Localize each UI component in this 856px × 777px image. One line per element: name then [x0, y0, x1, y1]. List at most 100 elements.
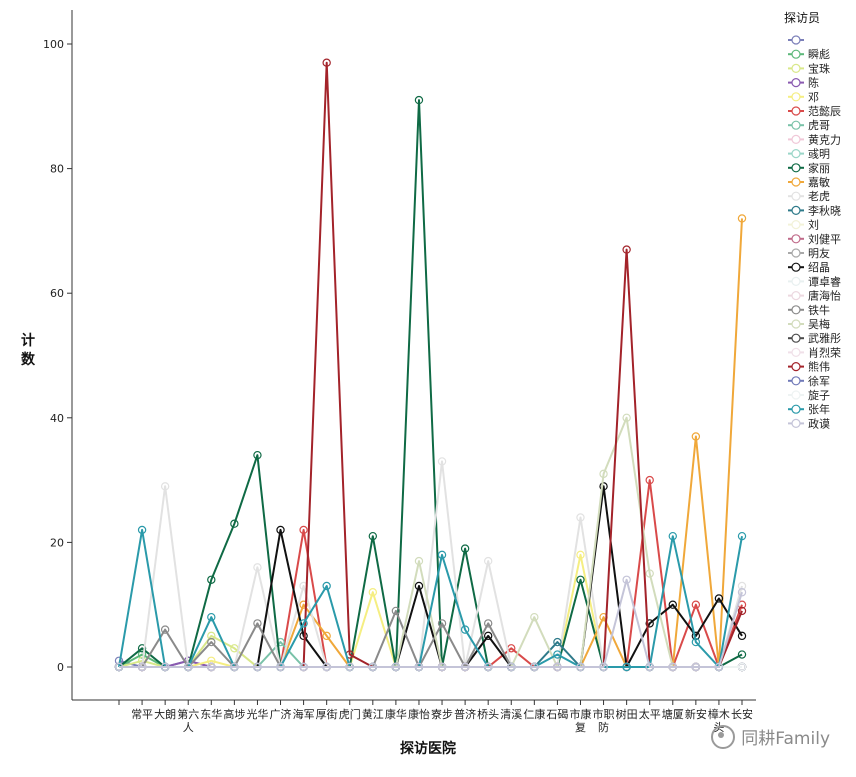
data-point [230, 519, 239, 528]
data-point [599, 469, 608, 479]
data-point [207, 662, 216, 672]
data-point [737, 531, 747, 541]
x-tick-label: 厚街 [316, 707, 338, 721]
data-point [737, 606, 747, 616]
y-tick-label: 100 [43, 38, 64, 51]
legend-label: 嘉敏 [808, 175, 830, 189]
data-point [253, 450, 262, 460]
series-line [118, 528, 743, 668]
legend-label: 老虎 [808, 190, 830, 203]
legend-item: 瞬彪 [788, 48, 830, 61]
x-tick-label: 光华 [246, 707, 268, 721]
x-tick-label: 太平 [639, 708, 661, 721]
data-point [576, 662, 585, 672]
x-tick-label: 塘厦 [662, 707, 684, 721]
x-tick-label: 东华 [200, 707, 222, 721]
data-point [737, 588, 747, 597]
data-point [645, 619, 654, 628]
x-tick-label: 康怡 [408, 707, 430, 721]
data-point [576, 575, 585, 584]
data-point [414, 581, 424, 591]
data-point [530, 612, 539, 622]
legend-swatch-marker [791, 35, 801, 45]
series-line [119, 218, 743, 668]
x-tick-label: 长安 [731, 707, 753, 721]
legend-item: 宝珠 [788, 61, 830, 75]
x-tick-label: 黄江 [362, 707, 384, 721]
data-point [599, 662, 608, 672]
data-point [645, 662, 654, 672]
data-point [737, 214, 747, 223]
x-tick-label: 常平 [131, 708, 153, 721]
data-point [483, 631, 493, 641]
data-point [553, 637, 562, 647]
legend-item: 张年 [788, 402, 830, 416]
data-point [737, 662, 747, 672]
legend-label: 铁牛 [808, 303, 830, 317]
data-point [322, 58, 331, 67]
y-axis-title: 计 [21, 332, 35, 349]
legend-label: 黄克力 [808, 132, 841, 146]
legend-label: 肖烈荣 [808, 345, 841, 359]
data-point [437, 550, 447, 560]
y-tick-label: 20 [50, 536, 64, 549]
legend-item: 彧明 [788, 148, 830, 161]
data-point [737, 631, 747, 641]
legend-item: 刘健平 [788, 233, 841, 246]
y-tick-label: 60 [50, 287, 64, 300]
watermark-text: 同耕Family [741, 729, 830, 749]
data-point [207, 575, 216, 584]
data-point [137, 644, 147, 653]
legend-item: 绍晶 [788, 260, 830, 274]
legend-item: 唐海怡 [788, 289, 841, 303]
data-point [160, 482, 170, 491]
legend-swatch-marker [791, 63, 801, 74]
data-point [691, 637, 701, 647]
legend-swatch-marker [791, 149, 801, 159]
legend-swatch-marker [791, 390, 801, 400]
x-tick-label: 石碣 [546, 708, 568, 721]
legend-label: 吴梅 [808, 317, 830, 331]
legend-swatch-marker [791, 77, 801, 88]
data-point [576, 513, 585, 522]
y-tick-label: 40 [50, 412, 64, 425]
data-point [714, 662, 724, 672]
legend-item: 武雅彤 [788, 331, 841, 345]
data-point [483, 662, 493, 672]
legend-item: 邓 [788, 91, 819, 104]
legend-swatch-marker [791, 49, 801, 59]
legend-label: 谭卓睿 [808, 274, 841, 288]
legend-item [788, 35, 804, 45]
data-point [253, 619, 262, 628]
legend-label: 宝珠 [808, 61, 830, 75]
data-point [322, 631, 331, 641]
legend-item: 徐军 [788, 374, 830, 388]
legend-swatch-marker [791, 333, 801, 343]
data-point [691, 432, 701, 441]
legend-swatch-marker [791, 220, 801, 230]
legend-item: 旋子 [788, 388, 830, 402]
legend-label: 瞬彪 [808, 48, 830, 61]
data-point [737, 581, 747, 591]
legend-item: 李秋晓 [788, 203, 841, 217]
x-tick-label: 复 [575, 720, 586, 734]
data-point [345, 662, 354, 672]
x-tick-label: 虎门 [339, 707, 361, 721]
data-point [207, 612, 216, 622]
series-政谟 [114, 575, 747, 672]
x-tick-label: 广济 [270, 707, 292, 721]
data-point [276, 525, 285, 535]
data-point [576, 550, 585, 560]
x-tick-label: 寮步 [431, 707, 453, 721]
data-point [668, 600, 677, 609]
legend-item: 铁牛 [788, 303, 830, 317]
wechat-icon [711, 724, 736, 749]
x-axis-title: 探访医院 [400, 740, 456, 757]
data-point [437, 619, 447, 628]
legend-label: 张年 [808, 402, 830, 416]
legend-label: 徐军 [808, 374, 830, 388]
data-point [622, 575, 631, 584]
x-tick-label: 大朗 [154, 707, 176, 721]
legend-swatch-marker [791, 418, 801, 428]
